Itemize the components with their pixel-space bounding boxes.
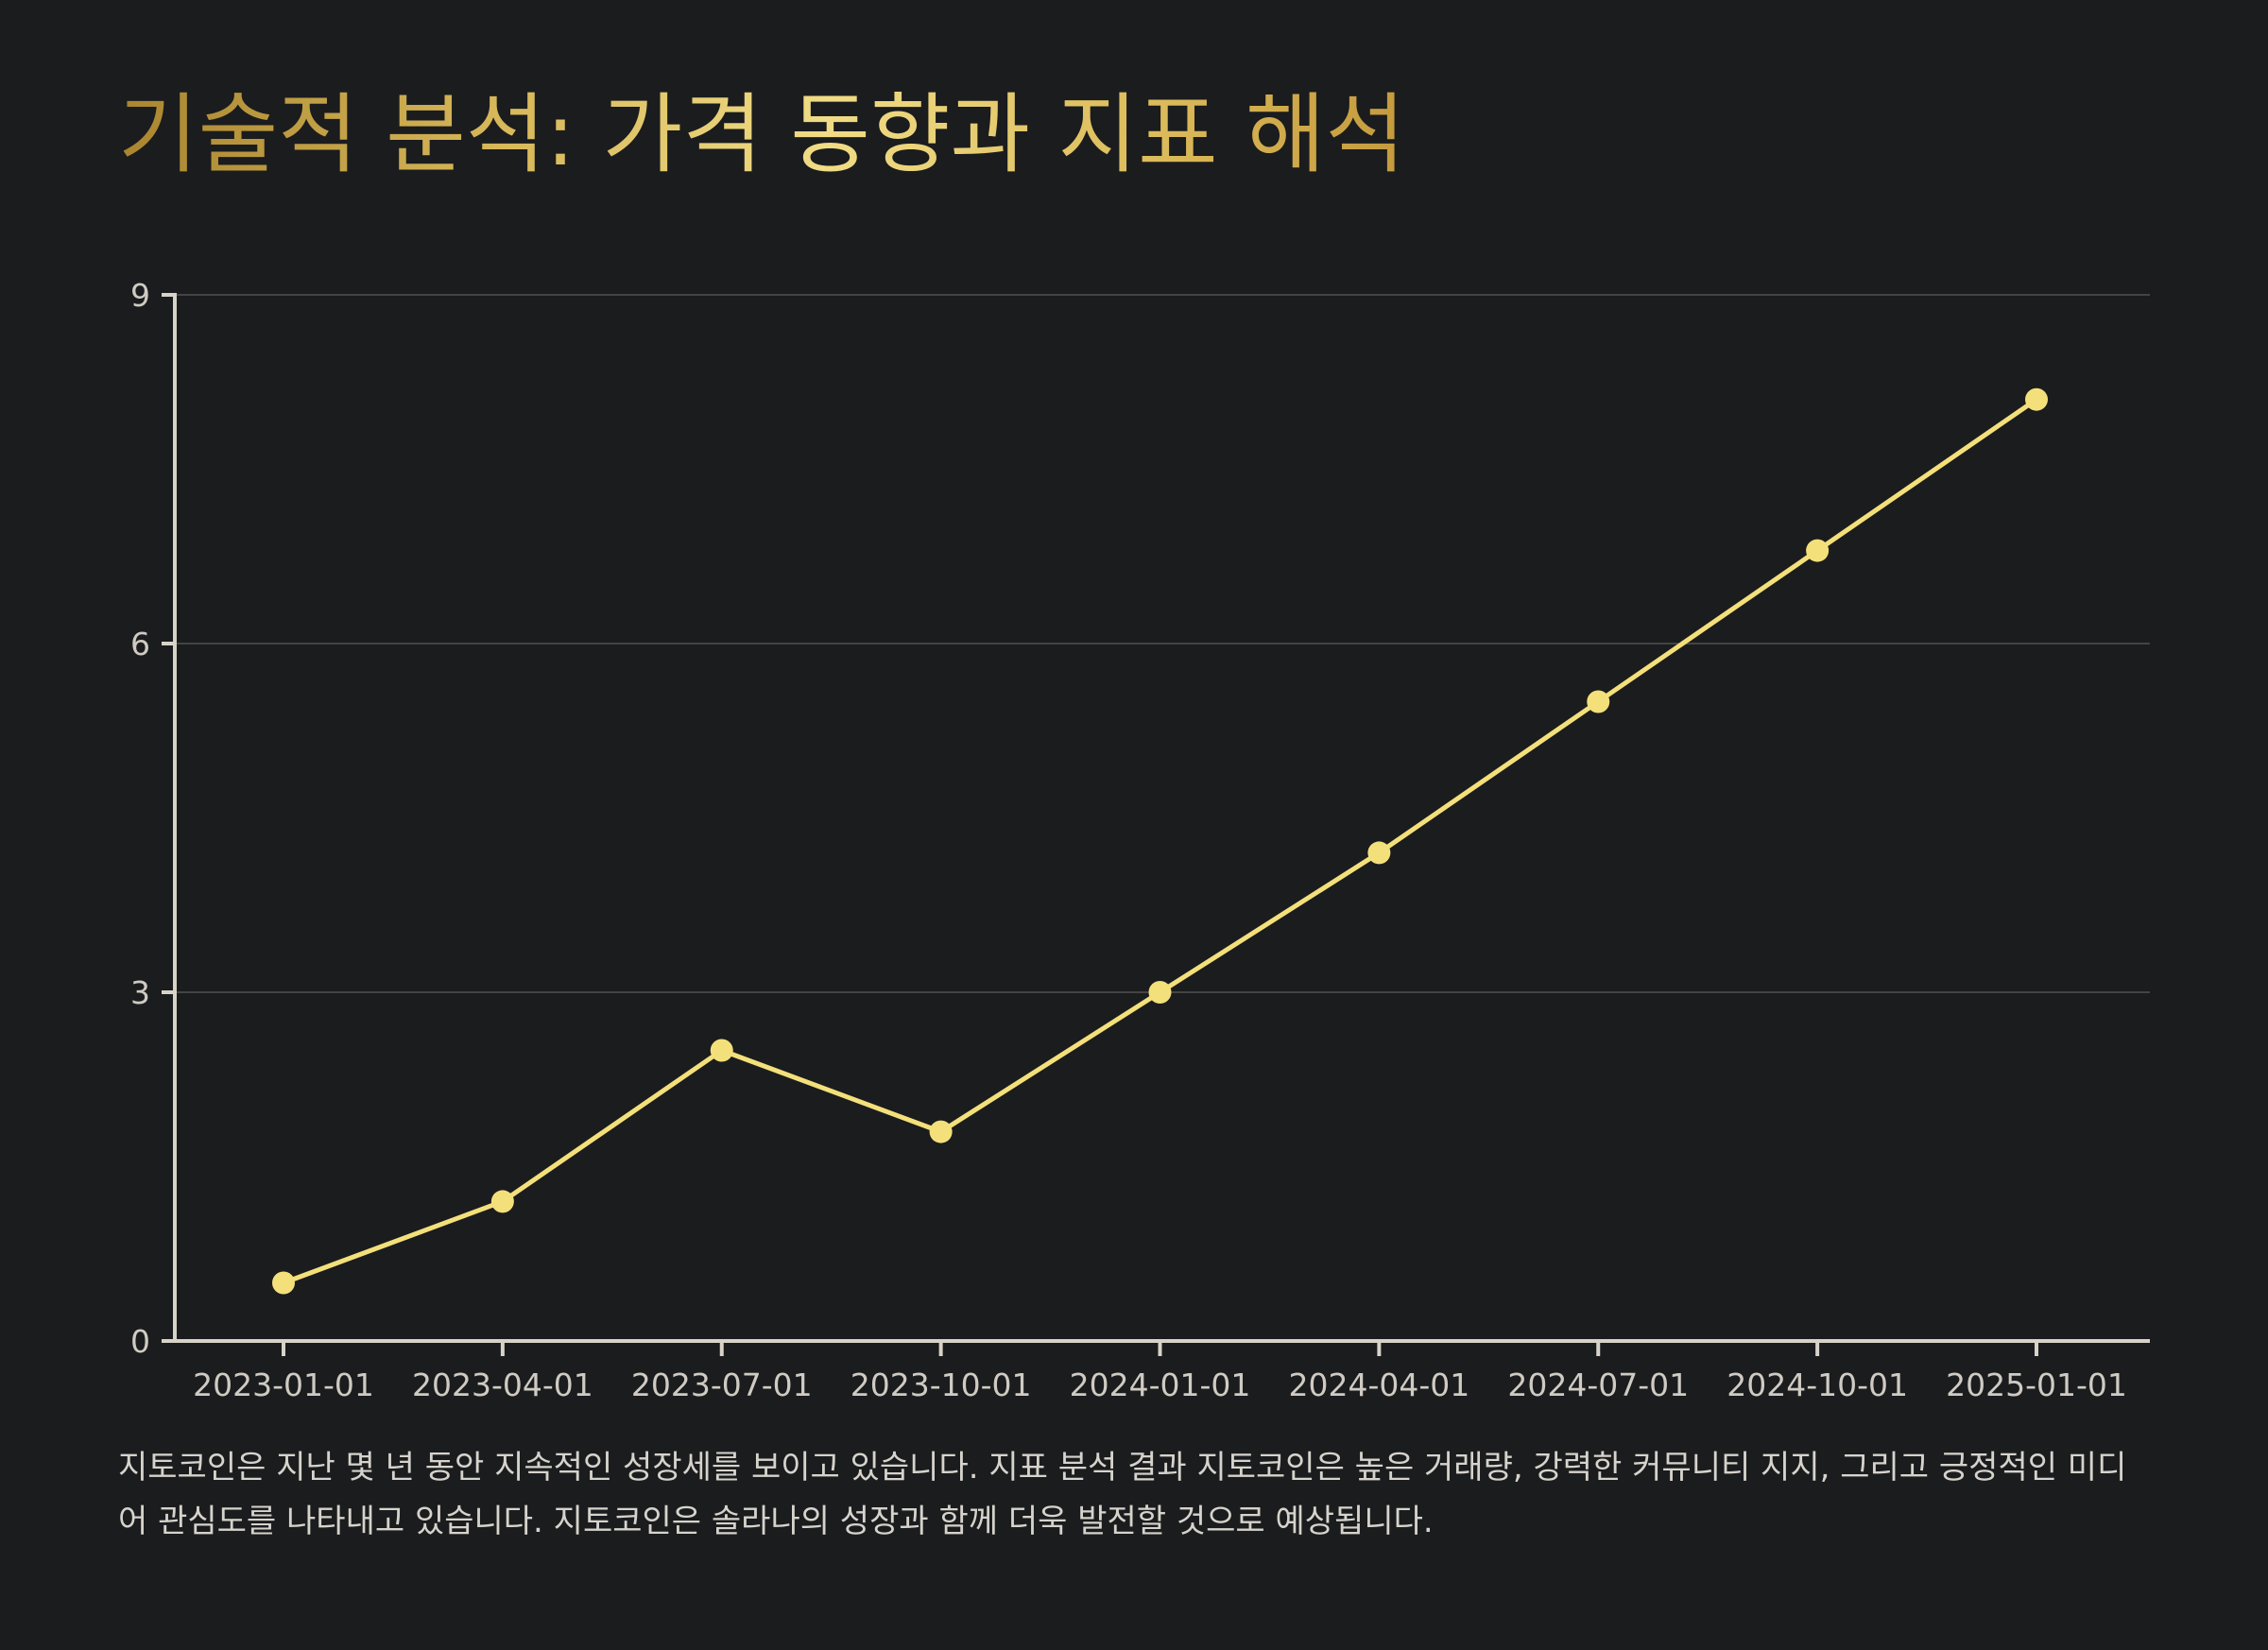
- y-tick-label: 0: [130, 1323, 150, 1360]
- data-point: [2025, 387, 2048, 411]
- x-tick-label: 2023-04-01: [412, 1366, 593, 1403]
- series-line: [283, 397, 2038, 1285]
- x-tick-label: 2023-10-01: [850, 1366, 1032, 1403]
- description-text: 지토코인은 지난 몇 년 동안 지속적인 성장세를 보이고 있습니다. 지표 분…: [118, 1449, 2127, 1540]
- x-tick-label: 2024-10-01: [1727, 1366, 1908, 1403]
- data-point: [1148, 981, 1172, 1004]
- x-tick-label: 2023-07-01: [631, 1366, 813, 1403]
- data-point: [490, 1190, 514, 1213]
- x-tick-label: 2024-04-01: [1288, 1366, 1469, 1403]
- x-tick-label: 2024-07-01: [1507, 1366, 1689, 1403]
- data-point: [929, 1120, 953, 1143]
- y-tick-label: 3: [130, 974, 150, 1011]
- page-title: 기술적 분석: 가격 동향과 지표 해석: [118, 84, 1406, 185]
- data-point: [1587, 690, 1610, 713]
- y-tick-label: 6: [130, 626, 150, 662]
- x-tick-label: 2024-01-01: [1070, 1366, 1251, 1403]
- x-tick-label: 2023-01-01: [193, 1366, 374, 1403]
- y-tick-label: 9: [130, 277, 150, 314]
- data-point: [1806, 539, 1830, 562]
- x-tick-label: 2025-01-01: [1946, 1366, 2127, 1403]
- data-point: [272, 1271, 295, 1295]
- data-point: [710, 1039, 733, 1062]
- data-point: [1367, 841, 1391, 865]
